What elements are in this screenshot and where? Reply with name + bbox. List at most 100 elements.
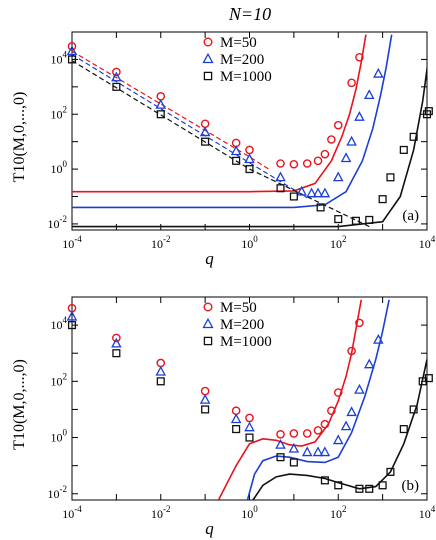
series-m-1000: [252, 359, 427, 500]
data-point: [244, 153, 255, 164]
x-tick-label: 100: [241, 234, 258, 251]
data-point: [386, 173, 395, 182]
legend-marker: [202, 317, 214, 329]
legend-label: M=1000: [220, 334, 272, 350]
data-point: [333, 120, 343, 130]
x-tick-label: 10-4: [62, 234, 82, 251]
data-point: [276, 453, 285, 462]
x-axis-ticks: 10-4 10-2 100 102 104: [62, 32, 436, 251]
panel-label: (b): [402, 478, 420, 494]
data-point: [156, 358, 166, 368]
data-point: [313, 156, 323, 166]
data-point: [289, 429, 299, 438]
data-point: [363, 89, 375, 100]
legend-marker: [203, 336, 213, 346]
asymptote-line: [72, 60, 370, 228]
x-tick-label: 102: [330, 234, 347, 251]
series-m-50: [217, 299, 363, 500]
data-point: [365, 484, 374, 493]
theory-curve: [72, 63, 427, 228]
data-point: [332, 434, 344, 445]
data-point: [355, 52, 364, 62]
data-point: [244, 421, 255, 432]
data-point: [245, 165, 254, 174]
data-point: [386, 467, 395, 476]
data-point: [245, 145, 254, 155]
data-point: [296, 185, 307, 196]
data-point: [230, 145, 242, 156]
data-point: [276, 184, 285, 193]
data-point: [156, 110, 165, 119]
data-point: [67, 42, 77, 51]
data-point: [340, 420, 352, 431]
data-point: [409, 405, 418, 414]
y-tick-label: 102: [51, 104, 68, 121]
data-point: [275, 438, 286, 449]
data-point: [289, 458, 298, 467]
legend-label: M=50: [220, 300, 257, 316]
data-point: [112, 67, 121, 77]
data-point: [399, 145, 408, 154]
data-point: [112, 333, 121, 343]
data-point: [112, 82, 121, 91]
data-point: [363, 358, 375, 369]
series-m-200: [72, 34, 393, 209]
data-point: [232, 156, 241, 165]
plot-area: [217, 299, 427, 500]
data-point: [346, 135, 357, 146]
theory-curve: [246, 299, 390, 500]
data-point: [319, 187, 331, 198]
y-tick-label: 100: [51, 159, 68, 176]
legend-label: M=50: [220, 35, 257, 51]
data-point: [354, 111, 365, 121]
data-point: [365, 215, 374, 224]
data-point: [155, 98, 167, 109]
data-point: [424, 107, 433, 116]
theory-curve: [72, 34, 367, 193]
series-m-1000: [72, 60, 427, 228]
data-point: [340, 152, 352, 163]
data-point: [316, 203, 325, 212]
theory-curve: [252, 359, 427, 500]
x-tick-label: 100: [241, 504, 258, 521]
y-axis-ticks: 10-2 100 102 104: [48, 296, 427, 501]
legend-label: M=200: [220, 52, 264, 68]
data-point: [347, 78, 356, 88]
panel-a: 10-4 10-2 100 102 104 10-2 100 102 104 q T10(M,0,.…: [11, 31, 436, 268]
data-point: [301, 446, 313, 457]
legend-marker: [203, 71, 213, 81]
x-tick-label: 10-2: [151, 504, 171, 521]
data-point: [409, 132, 418, 141]
data-point: [199, 126, 211, 137]
data-point: [327, 135, 336, 144]
data-point: [424, 374, 433, 383]
data-point: [155, 365, 167, 376]
data-point: [312, 446, 324, 457]
legend-label: M=200: [220, 317, 264, 333]
x-axis-label: q: [205, 249, 214, 268]
data-point: [334, 481, 343, 490]
x-tick-label: 10-2: [151, 234, 171, 251]
data-point: [378, 481, 387, 490]
data-point: [156, 377, 165, 386]
data-point: [111, 337, 122, 348]
data-point: [399, 425, 408, 434]
markers: [66, 303, 433, 493]
y-tick-label: 104: [51, 49, 68, 66]
data-point: [373, 333, 384, 344]
figure-title: N=10: [228, 4, 271, 24]
asymptote-line: [72, 50, 271, 171]
data-point: [312, 187, 324, 198]
x-axis-label: q: [205, 519, 214, 538]
data-point: [320, 476, 329, 485]
legend-label: M=1000: [220, 69, 272, 85]
data-point: [319, 446, 331, 457]
data-point: [347, 346, 356, 356]
data-point: [302, 429, 312, 438]
theory-curve: [72, 34, 393, 209]
plot-area: [72, 34, 427, 228]
y-tick-label: 100: [51, 428, 68, 445]
data-point: [320, 149, 330, 159]
